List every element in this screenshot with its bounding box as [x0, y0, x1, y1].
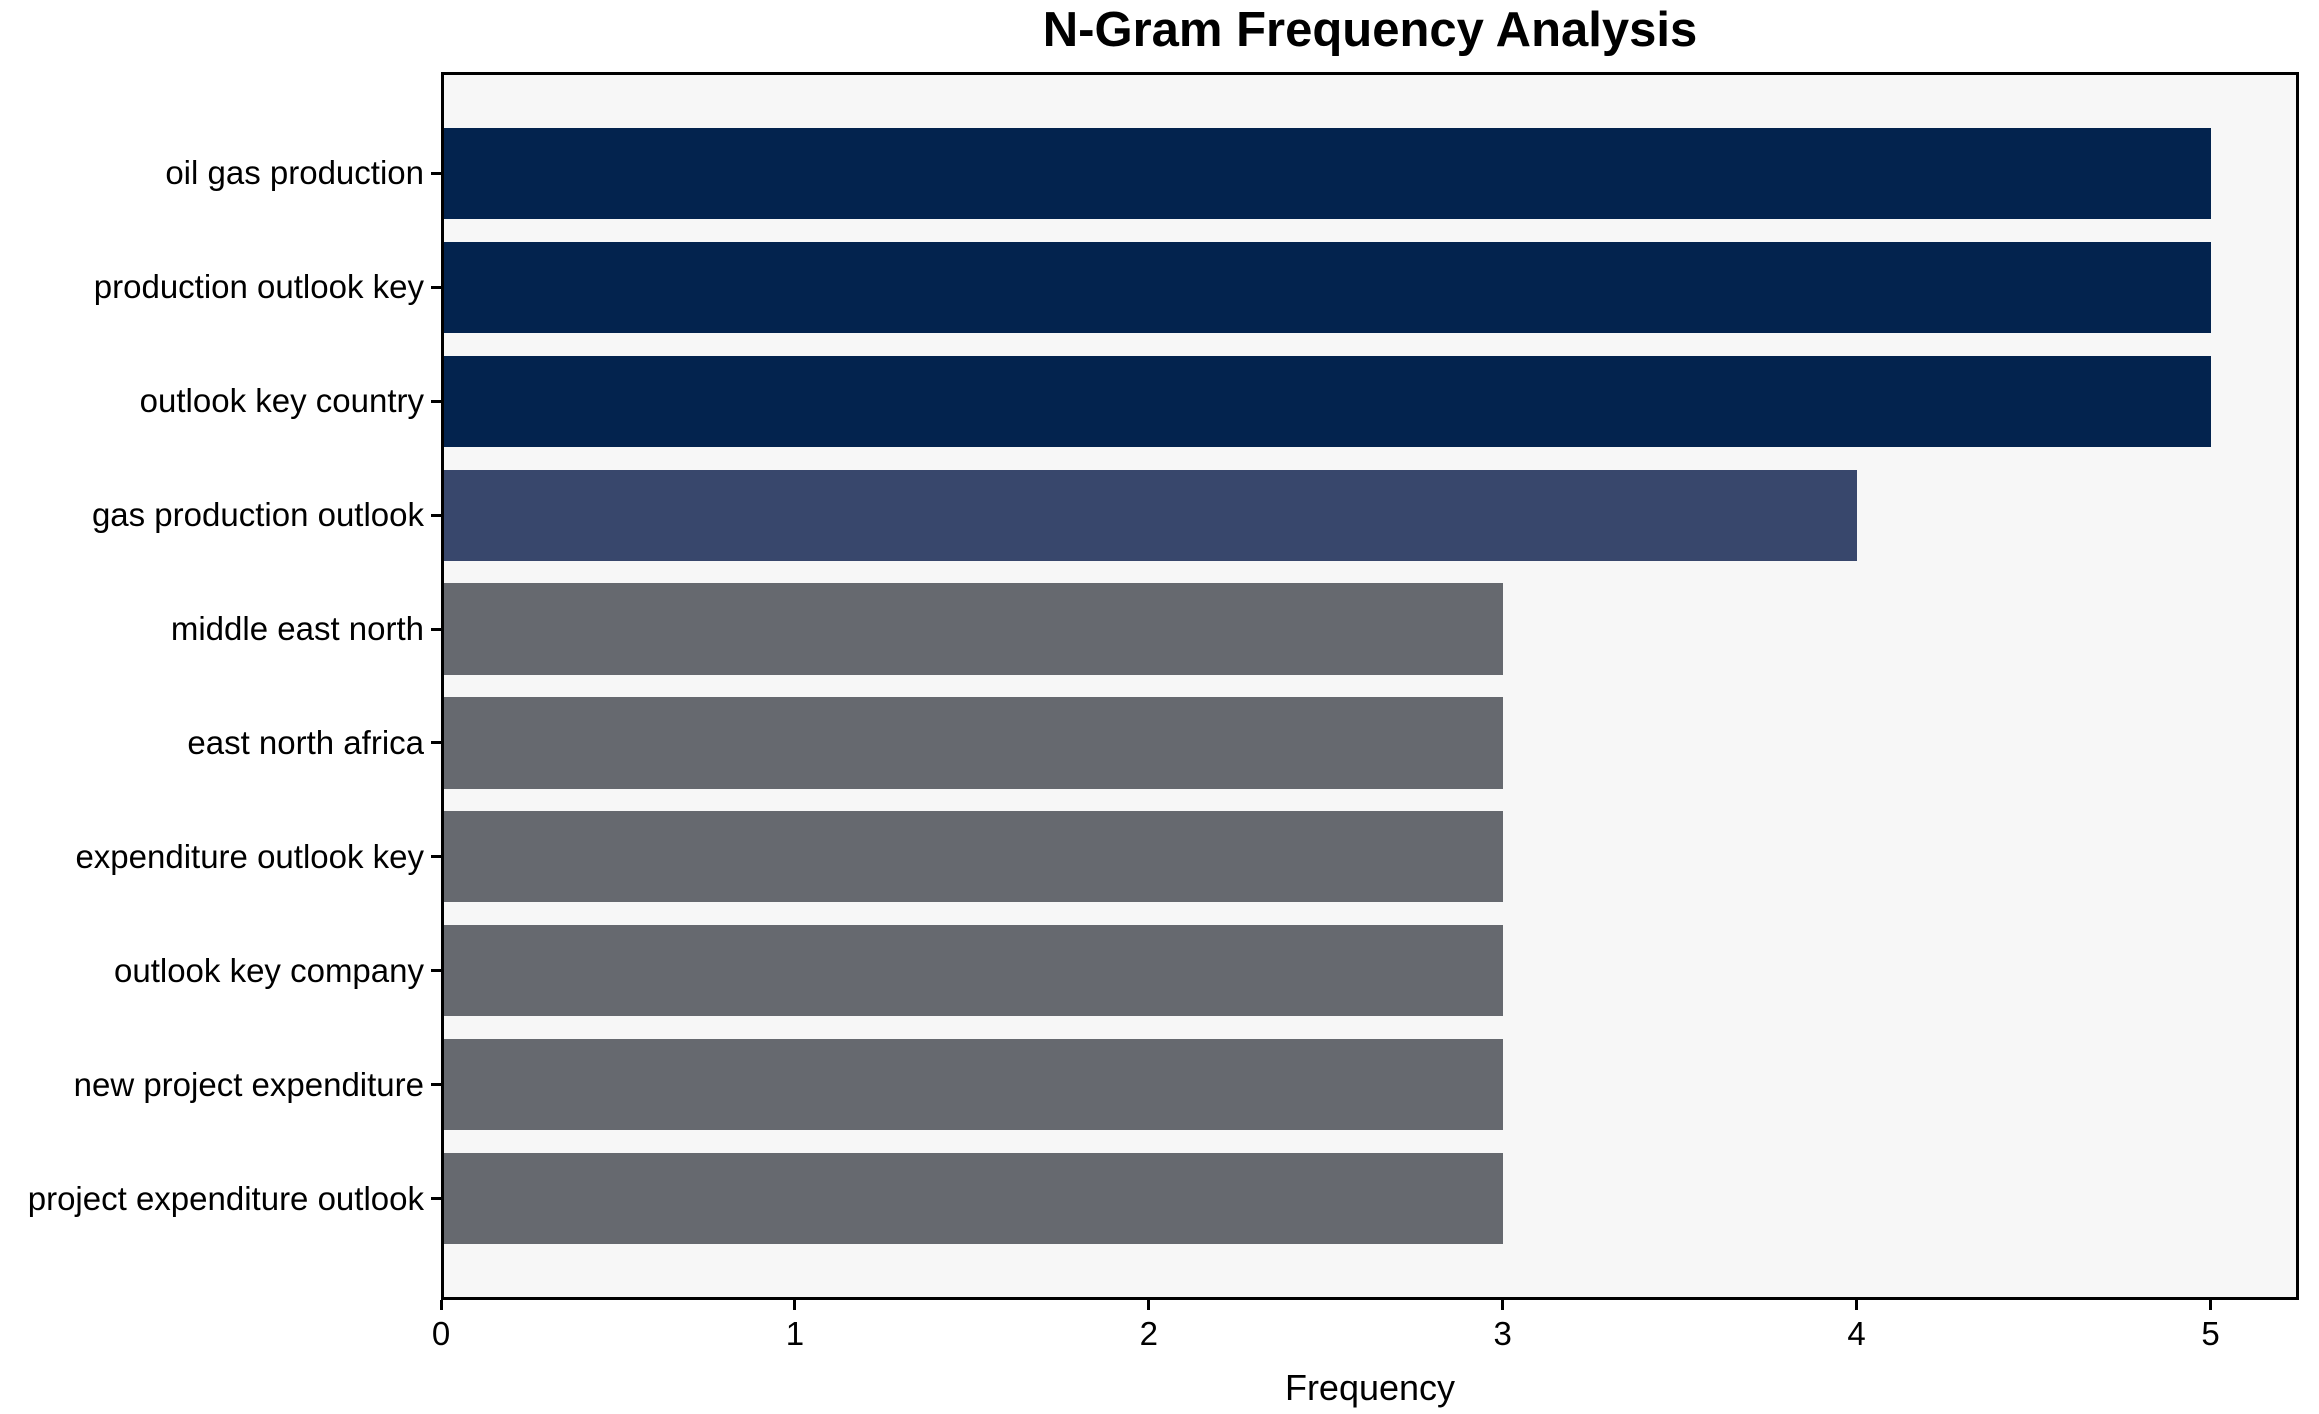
x-tick-mark	[2209, 1300, 2213, 1310]
x-tick-label: 0	[431, 1315, 451, 1352]
y-tick-mark	[431, 1197, 441, 1201]
y-tick-mark	[431, 399, 441, 403]
y-tick-mark	[431, 1083, 441, 1087]
bar-new-project-expenditure	[441, 1039, 1503, 1131]
chart-title: N-Gram Frequency Analysis	[1042, 3, 1698, 57]
y-tick-mark	[431, 627, 441, 631]
y-tick-label: gas production outlook	[91, 496, 424, 534]
bar-outlook-key-company	[441, 925, 1503, 1017]
x-tick-label: 3	[1493, 1315, 1512, 1352]
bar-expenditure-outlook-key	[441, 811, 1503, 903]
x-tick-mark	[793, 1300, 797, 1310]
y-tick-label: expenditure outlook key	[75, 837, 424, 875]
y-tick-mark	[431, 513, 441, 517]
y-tick-label: east north africa	[187, 723, 424, 761]
bar-east-north-africa	[441, 697, 1503, 789]
y-tick-mark	[431, 741, 441, 745]
y-tick-label: oil gas production	[165, 154, 424, 192]
y-tick-mark	[431, 969, 441, 973]
x-tick-label: 2	[1139, 1315, 1158, 1352]
x-tick-mark	[1855, 1300, 1859, 1310]
y-tick-label: new project expenditure	[73, 1065, 424, 1103]
x-tick-mark	[1147, 1300, 1151, 1310]
x-tick-label: 1	[785, 1315, 805, 1352]
y-tick-mark	[431, 285, 441, 289]
bar-production-outlook-key	[441, 241, 2211, 333]
y-tick-mark	[431, 855, 441, 859]
y-tick-label: project expenditure outlook	[27, 1179, 424, 1217]
x-tick-label: 5	[2201, 1315, 2220, 1352]
bar-middle-east-north	[441, 583, 1503, 675]
y-tick-label: outlook key company	[113, 951, 424, 989]
y-tick-label: middle east north	[170, 610, 424, 648]
bar-oil-gas-production	[441, 127, 2211, 219]
y-tick-label: production outlook key	[93, 268, 424, 306]
x-tick-label: 4	[1847, 1315, 1866, 1352]
bar-project-expenditure-outlook	[441, 1153, 1503, 1245]
bar-outlook-key-country	[441, 355, 2211, 447]
x-axis-label: Frequency	[1284, 1367, 1456, 1408]
bar-gas-production-outlook	[441, 469, 1857, 561]
x-tick-mark	[1501, 1300, 1505, 1310]
y-tick-label: outlook key country	[139, 382, 424, 420]
x-tick-mark	[439, 1300, 443, 1310]
y-tick-mark	[431, 171, 441, 175]
